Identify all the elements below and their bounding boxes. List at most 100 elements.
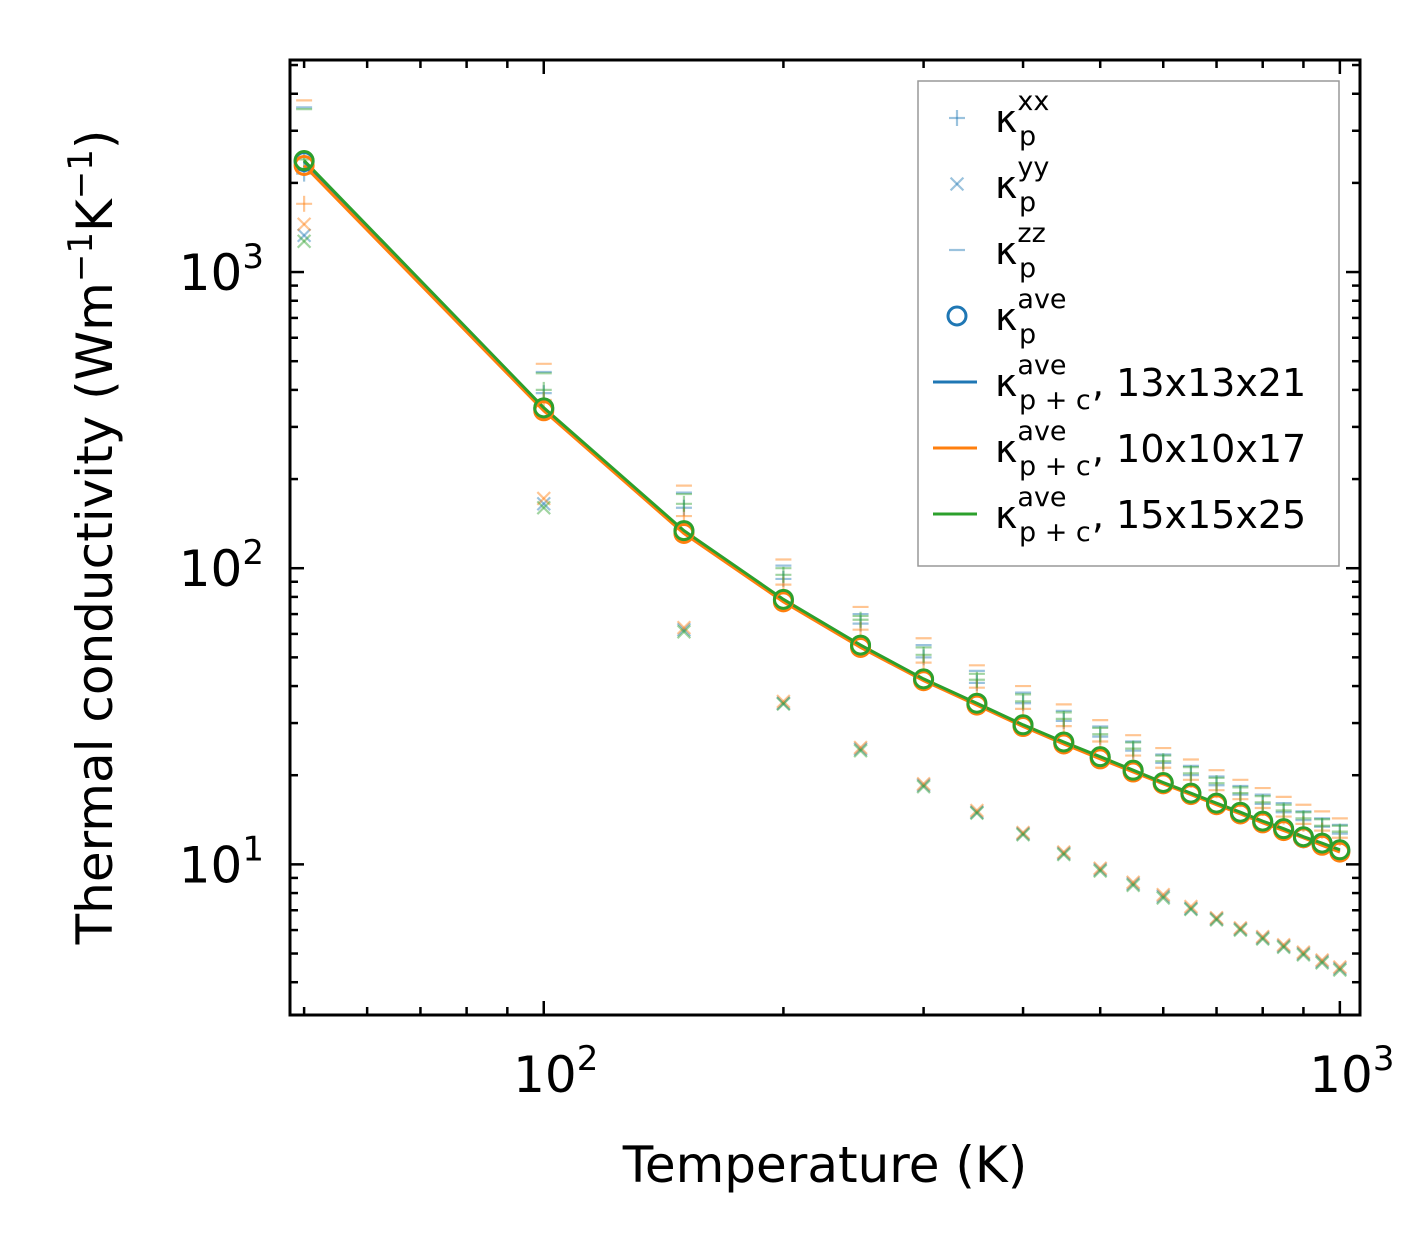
legend-suffix: , 15x15x25 (1092, 493, 1306, 537)
kyy-marker (1056, 844, 1071, 860)
kyy-marker (1015, 827, 1031, 842)
kxx-marker (1155, 753, 1172, 770)
kave-circle (772, 588, 794, 610)
kxx-marker (1275, 802, 1292, 819)
legend-sub: p + c (1019, 385, 1091, 416)
kxx-marker (1295, 812, 1312, 829)
kyy-marker (1183, 901, 1199, 916)
kave-circle (533, 397, 555, 419)
kxx-marker (1125, 740, 1142, 757)
kave-circle (1053, 731, 1075, 753)
kave-line-10x10x17 (303, 164, 1341, 854)
kxx-marker (675, 495, 692, 512)
data-lines (303, 159, 1341, 854)
kyy-marker (1314, 954, 1330, 969)
legend-sub: p (1019, 121, 1036, 152)
kxx-marker (949, 110, 965, 126)
legend-label: κave (995, 284, 1067, 339)
kyy-marker (776, 696, 791, 712)
kyy-marker (676, 620, 692, 635)
kxx-marker (1182, 765, 1199, 782)
x-axis-label: Temperature (K) (622, 1136, 1027, 1194)
kxx-marker (1015, 700, 1032, 717)
kyy-marker (776, 694, 791, 709)
kyy-marker (1156, 887, 1171, 902)
kyy-marker (1056, 846, 1071, 861)
kyy-marker (1093, 862, 1108, 877)
kxx-marker (1275, 804, 1292, 821)
kyy-marker (1314, 955, 1330, 971)
kyy-marker (853, 743, 868, 758)
kxx-marker (1055, 718, 1072, 735)
kxx-marker (775, 570, 792, 587)
kyy-marker (536, 496, 551, 511)
kyy-marker (1125, 876, 1141, 891)
legend-sub: p (1019, 253, 1036, 284)
kxx-marker (1208, 777, 1225, 794)
kyy-marker (969, 805, 985, 821)
kxx-marker (915, 654, 932, 671)
kave-circle (850, 634, 872, 656)
kyy-marker (1233, 920, 1248, 936)
kxx-marker (1314, 818, 1331, 835)
x-tick-label: 102 (513, 1039, 598, 1104)
axis-ticks (290, 60, 1360, 1015)
legend-suffix: , 10x10x17 (1092, 427, 1306, 471)
kxx-marker (968, 671, 985, 688)
kyy-marker (1276, 938, 1291, 954)
average-circles (293, 150, 1351, 863)
kyy-marker (1183, 902, 1199, 917)
legend-label: κzz (995, 218, 1046, 273)
kxx-marker (1055, 710, 1072, 727)
kyy-marker (1015, 826, 1031, 841)
kyy-marker (1156, 890, 1171, 906)
kyy-marker (969, 803, 985, 818)
legend-sub: p (1019, 319, 1036, 350)
kxx-marker (1314, 817, 1331, 834)
kxx-marker (1208, 775, 1225, 792)
kxx-marker (1254, 795, 1271, 812)
kyy-marker (1233, 921, 1248, 937)
kyy-marker (853, 740, 868, 755)
kyy-marker (1255, 929, 1270, 944)
kyy-marker (536, 500, 551, 515)
kave-line-15x15x25 (303, 159, 1341, 852)
plot-frame (288, 58, 1362, 1017)
kxx-marker (915, 646, 932, 663)
kyy-marker (1056, 847, 1071, 862)
legend-circle-marker (946, 305, 968, 327)
kave-circle (1292, 826, 1314, 848)
kyy-marker (1209, 910, 1224, 925)
kxx-marker (1182, 767, 1199, 784)
legend-suffix: , 13x13x21 (1092, 361, 1306, 405)
kxx-marker (1331, 823, 1348, 840)
kyy-marker (1255, 930, 1270, 945)
kxx-marker (915, 649, 932, 666)
kyy-marker (296, 234, 312, 249)
legend-label: κxx (995, 86, 1049, 141)
kave-circle (1089, 746, 1111, 768)
kxx-marker (1015, 695, 1032, 712)
x-tick-label: 103 (1309, 1039, 1394, 1104)
kyy-marker (1093, 861, 1108, 876)
legend-label: κave (995, 482, 1067, 537)
kxx-marker (852, 615, 869, 632)
kyy-marker (776, 696, 791, 711)
kxx-marker (1232, 785, 1249, 802)
kxx-marker (1295, 810, 1312, 827)
kxx-marker (1254, 794, 1271, 811)
kyy-marker (1296, 945, 1311, 960)
kxx-marker (1015, 693, 1032, 710)
kxx-marker (535, 381, 552, 398)
kxx-marker (1125, 742, 1142, 759)
kyy-marker (1276, 937, 1291, 952)
kyy-marker (1233, 922, 1248, 938)
kyy-marker (296, 228, 312, 243)
